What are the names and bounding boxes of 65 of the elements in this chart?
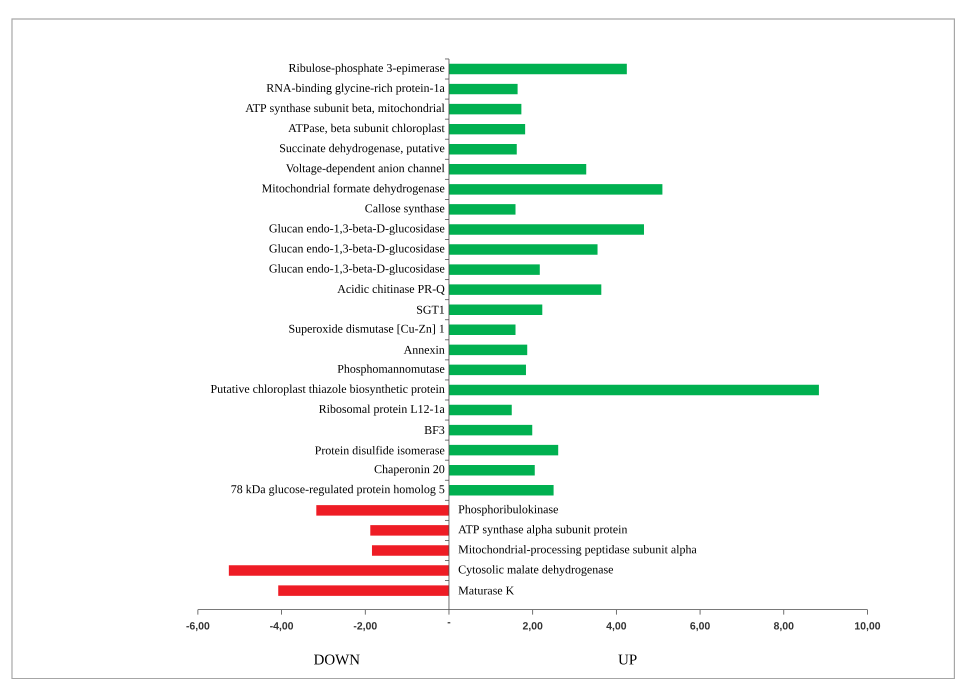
bar [448, 184, 662, 195]
y-tick-label: Glucan endo-1,3-beta-D-glucosidase [269, 244, 444, 255]
bar [448, 344, 528, 356]
y-tick-label: RNA-binding glycine-rich protein-1a [266, 84, 445, 94]
y-tick-label: Ribulose-phosphate 3-epimerase [288, 64, 444, 74]
bar [448, 384, 819, 396]
bar [448, 224, 644, 235]
bar [448, 284, 602, 295]
bar [448, 164, 586, 174]
y-tick-label: Maturase K [458, 586, 514, 594]
y-tick-label: 78 kDa glucose-regulated protein homolog 5 [232, 484, 444, 496]
y-tick-label: Putative chloroplast thiazole biosynthetic protein [210, 384, 445, 396]
y-tick-label: Cytosolic malate dehydrogenase [458, 565, 614, 576]
y-tick-label: Glucan endo-1,3-beta-D-glucosidase [269, 264, 444, 275]
y-tick-label: Annexin [404, 346, 445, 354]
y-tick-label: Acidic chitinase PR-Q [337, 284, 445, 295]
bar [448, 364, 526, 376]
y-tick-label: ATP synthase alpha subunit protein [458, 524, 628, 536]
y-tick-label: Voltage-dependent anion channel [286, 164, 445, 175]
bar [278, 585, 449, 596]
text: DOWN [314, 654, 360, 665]
x-tick-label: -2,00 [354, 622, 377, 631]
bar [448, 124, 526, 134]
bar [316, 505, 449, 516]
x-tick-label: 8,00 [774, 622, 794, 631]
x-tick-label: -4,00 [270, 622, 294, 631]
bar [448, 64, 627, 74]
bar [448, 484, 554, 496]
y-tick-label: Succinate dehydrogenase, putative [280, 144, 444, 155]
y-tick-label: ATPase, beta subunit chloroplast [288, 124, 445, 135]
bar [448, 84, 518, 94]
y-tick-label: Chaperonin 20 [374, 464, 444, 476]
y-tick-label: Phosphomannomutase [338, 364, 444, 376]
bar [448, 304, 542, 315]
y-tick-label: Protein disulfide isomerase [315, 446, 444, 454]
bar [448, 144, 517, 154]
bar [448, 464, 535, 476]
bar [448, 424, 532, 436]
y-tick-label: Mitochondrial-processing peptidase subunit alpha [458, 544, 697, 556]
y-tick-label: Mitochondrial formate dehydrogenase [262, 184, 444, 195]
bar [448, 204, 516, 215]
bar [448, 264, 540, 275]
y-tick-label: SGT1 [417, 306, 444, 314]
bar [228, 565, 449, 576]
x-tick-label: 10,00 [855, 622, 880, 631]
y-tick-label: Ribosomal protein L12-1a [319, 404, 445, 416]
x-tick-label: 2,00 [522, 622, 542, 631]
bar [448, 444, 558, 456]
y-tick-label: ATP synthase subunit beta, mitochondrial [245, 104, 445, 114]
y-tick-label: BF3 [424, 426, 444, 434]
text: UP [618, 654, 637, 664]
x-tick-label: 4,00 [606, 622, 626, 631]
x-tick-label: -6,00 [186, 622, 210, 631]
x-tick-label: 6,00 [690, 622, 710, 631]
bar [448, 404, 512, 416]
x-tick-label: - [448, 622, 450, 624]
y-tick-label: Glucan endo-1,3-beta-D-glucosidase [269, 224, 444, 235]
bar [370, 525, 449, 536]
y-tick-label: Callose synthase [365, 204, 444, 215]
y-tick-label: Superoxide dismutase [Cu-Zn] 1 [289, 324, 444, 336]
bar [448, 244, 598, 255]
bar [372, 545, 449, 556]
bar [448, 324, 516, 335]
bar [448, 104, 522, 114]
y-tick-label: Phosphoribulokinase [458, 504, 558, 516]
